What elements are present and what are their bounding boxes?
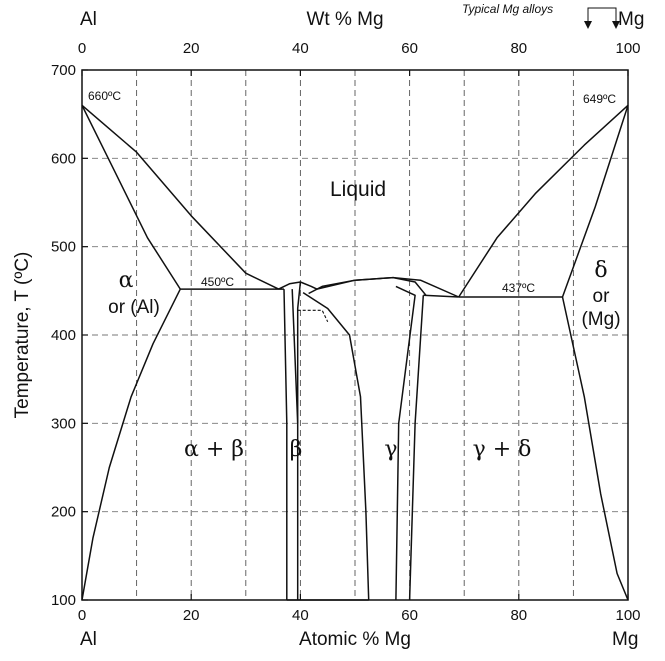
bottom-axis-tick-label: 100 xyxy=(615,607,640,624)
y-axis-title: Temperature, T (ºC) xyxy=(12,252,33,419)
label-alpha-plus-beta: α + β xyxy=(184,437,244,462)
bottom-axis-title: Atomic % Mg xyxy=(299,629,411,650)
bottom-axis-tick-label: 20 xyxy=(183,607,200,624)
y-axis-tick-label: 600 xyxy=(51,150,76,167)
top-axis-left-label: Al xyxy=(80,9,97,30)
phase-boundary-curve xyxy=(408,295,425,601)
phase-boundary-curve xyxy=(423,294,459,298)
label-450: 450ºC xyxy=(201,275,234,289)
y-axis-tick-label: 300 xyxy=(51,415,76,432)
bottom-axis-tick-label: 80 xyxy=(510,607,527,624)
bottom-axis-tick-label: 40 xyxy=(292,607,309,624)
phase-boundary-curve xyxy=(458,104,629,298)
top-axis-tick-label: 0 xyxy=(78,40,86,57)
top-axis-title: Wt % Mg xyxy=(306,9,383,30)
typical-mg-alloys-bracket xyxy=(587,7,617,22)
top-axis-tick-label: 100 xyxy=(615,40,640,57)
phase-boundary-curve xyxy=(81,288,181,601)
phase-boundary-curve xyxy=(316,276,460,298)
label-gamma-plus-delta: γ + δ xyxy=(473,437,532,462)
bottom-axis-tick-label: 60 xyxy=(401,607,418,624)
typical-mg-alloys-annotation: Typical Mg alloys xyxy=(462,2,553,16)
dashed-phase-boundary xyxy=(297,309,329,323)
label-beta: β xyxy=(290,437,303,462)
phase-boundary-curve xyxy=(302,291,370,601)
top-axis-tick-label: 40 xyxy=(292,40,309,57)
label-or-mg: or xyxy=(593,286,611,307)
bottom-axis-right-label: Mg xyxy=(612,629,638,650)
y-axis-tick-label: 100 xyxy=(51,592,76,609)
typical-mg-alloys-arrows xyxy=(584,21,620,29)
top-axis-tick-label: 20 xyxy=(183,40,200,57)
label-mg-paren: (Mg) xyxy=(581,309,620,330)
label-or-al: or (Al) xyxy=(108,297,160,318)
phase-boundary-curve xyxy=(296,281,302,424)
y-axis-tick-label: 200 xyxy=(51,504,76,521)
phase-boundary-curve xyxy=(278,281,318,290)
label-649: 649ºC xyxy=(583,92,616,106)
label-660: 660ºC xyxy=(88,89,121,103)
phase-boundary-curve xyxy=(395,285,416,601)
y-axis-tick-label: 500 xyxy=(51,239,76,256)
label-alpha: α xyxy=(119,268,134,293)
label-437: 437ºC xyxy=(502,281,535,295)
phase-boundary-curve xyxy=(81,104,181,290)
phase-boundary-curve xyxy=(283,289,288,600)
top-axis-tick-label: 80 xyxy=(510,40,527,57)
y-axis-tick-label: 700 xyxy=(51,62,76,79)
top-axis-tick-label: 60 xyxy=(401,40,418,57)
bottom-axis-tick-label: 0 xyxy=(78,607,86,624)
grid-lines xyxy=(82,70,628,600)
y-axis-tick-label: 400 xyxy=(51,327,76,344)
label-delta: δ xyxy=(594,258,607,283)
top-axis-right-label: Mg xyxy=(618,9,644,30)
label-gamma: γ xyxy=(384,437,397,462)
phase-boundary-curve xyxy=(81,104,279,290)
bottom-axis-left-label: Al xyxy=(80,629,97,650)
phase-boundary-curve xyxy=(561,296,629,601)
label-liquid: Liquid xyxy=(330,178,386,201)
phase-boundary-curve xyxy=(561,105,629,298)
